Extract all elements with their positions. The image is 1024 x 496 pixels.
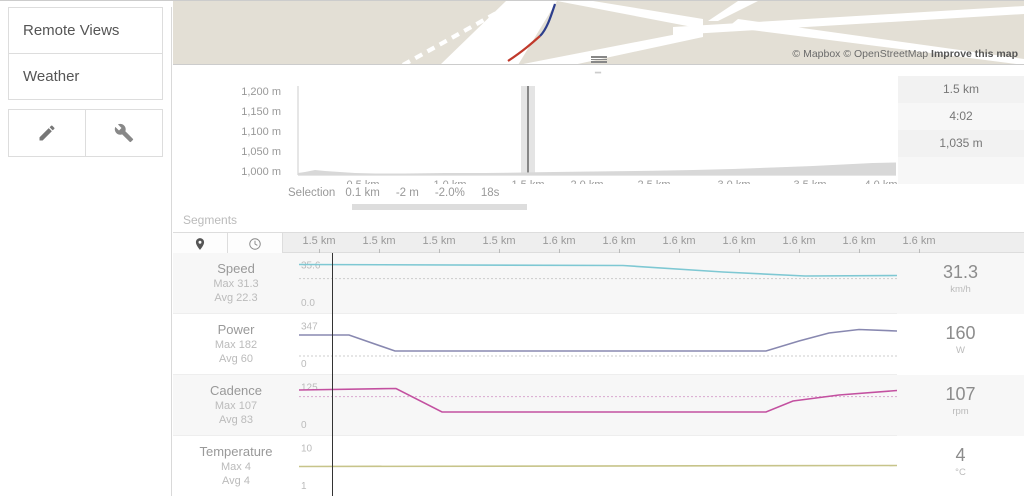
svg-text:0: 0: [301, 359, 307, 370]
svg-text:0.5 km: 0.5 km: [346, 179, 379, 184]
svg-text:35.6: 35.6: [301, 261, 321, 272]
svg-text:3.5 km: 3.5 km: [793, 179, 826, 184]
svg-text:4.0 km: 4.0 km: [864, 179, 897, 184]
svg-text:125: 125: [301, 383, 318, 394]
svg-text:2.5 km: 2.5 km: [637, 179, 670, 184]
svg-text:347: 347: [301, 322, 318, 333]
svg-text:3.0 km: 3.0 km: [717, 179, 750, 184]
svg-text:0.0: 0.0: [301, 298, 315, 309]
svg-text:0: 0: [301, 420, 307, 431]
svg-text:1,150 m: 1,150 m: [241, 106, 281, 118]
svg-text:1.0 km: 1.0 km: [433, 179, 466, 184]
svg-text:10: 10: [301, 444, 313, 455]
svg-text:1,200 m: 1,200 m: [241, 86, 281, 98]
svg-text:2.0 km: 2.0 km: [570, 179, 603, 184]
svg-text:1,100 m: 1,100 m: [241, 126, 281, 138]
svg-text:1,050 m: 1,050 m: [241, 146, 281, 158]
svg-text:1.5 km: 1.5 km: [511, 179, 544, 184]
svg-text:1,000 m: 1,000 m: [241, 166, 281, 178]
svg-text:1: 1: [301, 481, 307, 492]
